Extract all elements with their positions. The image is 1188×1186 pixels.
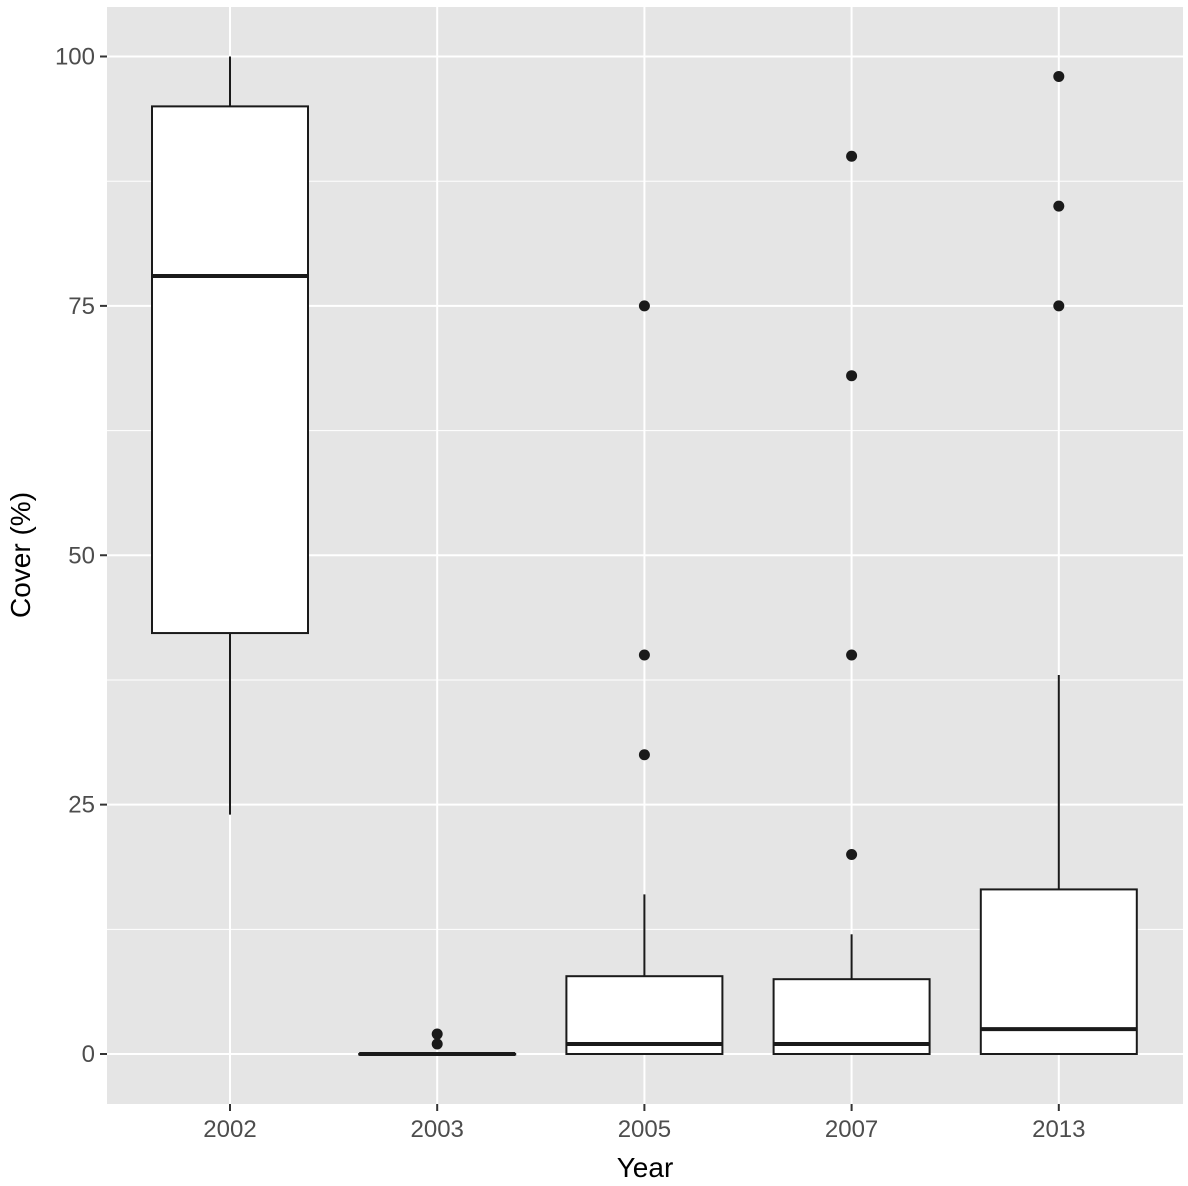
- box-body: [565, 975, 724, 1056]
- x-tick-label: 2002: [203, 1116, 256, 1143]
- outlier-point: [638, 649, 650, 661]
- outlier-point: [638, 749, 650, 761]
- outlier-point: [1053, 200, 1065, 212]
- x-axis-title: Year: [617, 1152, 674, 1183]
- outlier-point: [431, 1028, 443, 1040]
- outlier-point: [1053, 70, 1065, 82]
- box-2002: [151, 56, 309, 815]
- box-body: [979, 888, 1138, 1055]
- y-tick-label: 25: [68, 792, 95, 819]
- x-tick-label: 2007: [825, 1116, 878, 1143]
- x-tick-label: 2005: [618, 1116, 671, 1143]
- y-tick-label: 100: [55, 44, 95, 71]
- box-2007: [772, 150, 931, 1055]
- y-tick-label: 50: [68, 542, 95, 569]
- x-tick-label: 2013: [1032, 1116, 1085, 1143]
- y-axis-labels: 0 25 50 75 100: [55, 44, 95, 1069]
- box-2003: [358, 1028, 517, 1056]
- outlier-point: [846, 849, 858, 860]
- outlier-point: [846, 150, 858, 162]
- box-2013: [979, 70, 1138, 1055]
- outlier-point: [1053, 300, 1065, 312]
- outlier-point: [846, 370, 858, 382]
- box-2005: [565, 300, 724, 1056]
- box-body: [151, 105, 309, 635]
- y-tick-label: 0: [82, 1041, 95, 1068]
- outlier-point: [431, 1038, 443, 1050]
- y-axis-title: Cover (%): [5, 492, 36, 618]
- x-tick-label: 2003: [411, 1116, 464, 1143]
- y-tick-label: 75: [68, 293, 95, 320]
- outlier-point: [846, 649, 858, 661]
- boxes-layer: [151, 56, 1138, 1056]
- box-body: [772, 978, 931, 1055]
- axis-ticks: [100, 55, 1060, 1111]
- x-axis-labels: 2002 2003 2005 2007 2013: [203, 1116, 1085, 1143]
- outlier-point: [638, 300, 650, 312]
